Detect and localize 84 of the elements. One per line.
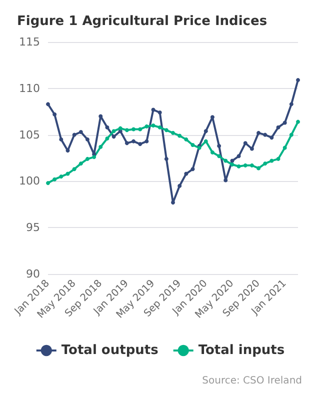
point (243, 163, 248, 168)
chart-title: Figure 1 Agricultural Price Indices (17, 14, 268, 29)
point (263, 132, 268, 137)
y-tick-label: 115 (19, 36, 40, 48)
y-tick-label: 105 (19, 128, 40, 142)
point (52, 177, 57, 182)
point (151, 108, 156, 112)
point (224, 178, 228, 182)
point (66, 172, 70, 176)
point (243, 141, 248, 146)
point (289, 132, 294, 137)
point (184, 137, 188, 142)
point (132, 127, 136, 132)
point (270, 158, 274, 163)
point (124, 141, 129, 146)
point (296, 78, 300, 82)
point (144, 124, 149, 128)
point (105, 136, 110, 141)
point (171, 130, 175, 135)
point (289, 102, 294, 106)
point (158, 110, 162, 115)
point (59, 174, 64, 179)
point (72, 167, 76, 172)
point (282, 120, 287, 125)
point (178, 184, 182, 188)
point (236, 164, 241, 168)
point (178, 134, 182, 138)
point (138, 142, 142, 146)
point (78, 162, 83, 166)
y-tick-label: 95 (26, 221, 40, 234)
point (164, 128, 168, 132)
point (85, 137, 90, 142)
point (112, 129, 116, 134)
point (204, 129, 208, 134)
point (164, 156, 168, 161)
point (98, 144, 103, 149)
point (217, 144, 222, 148)
point (124, 128, 129, 132)
point (98, 114, 103, 118)
point (78, 130, 83, 134)
point (151, 124, 156, 128)
point (72, 132, 76, 137)
point (66, 148, 70, 153)
point (276, 156, 280, 161)
point (184, 172, 188, 176)
point (256, 130, 261, 135)
point (171, 200, 175, 205)
point (92, 155, 96, 160)
point (112, 134, 116, 139)
point (282, 146, 287, 150)
point (210, 150, 214, 154)
point (144, 139, 149, 144)
point (204, 139, 208, 144)
point (250, 163, 254, 168)
point (46, 181, 50, 186)
point (263, 162, 268, 166)
point (52, 112, 57, 116)
y-tick-label: 110 (19, 82, 40, 95)
legend-label: Total outputs (61, 343, 159, 358)
legend-label: Total inputs (198, 343, 285, 358)
point (59, 137, 64, 142)
point (217, 154, 222, 158)
y-tick-label: 100 (19, 174, 40, 188)
point (230, 158, 234, 163)
point (190, 167, 195, 172)
point (138, 127, 142, 132)
point (236, 154, 241, 158)
point (256, 166, 261, 170)
point (250, 146, 254, 151)
point (230, 162, 234, 166)
point (210, 115, 214, 120)
point (270, 136, 274, 140)
point (190, 143, 195, 148)
point (158, 125, 162, 130)
point (132, 139, 136, 144)
point (118, 126, 122, 130)
point (224, 158, 228, 163)
y-tick-label: 90 (26, 268, 40, 280)
source-note: Source: CSO Ireland (202, 376, 302, 386)
point (296, 120, 300, 124)
point (85, 156, 90, 161)
point (46, 102, 50, 106)
point (105, 125, 110, 130)
point (276, 125, 280, 130)
